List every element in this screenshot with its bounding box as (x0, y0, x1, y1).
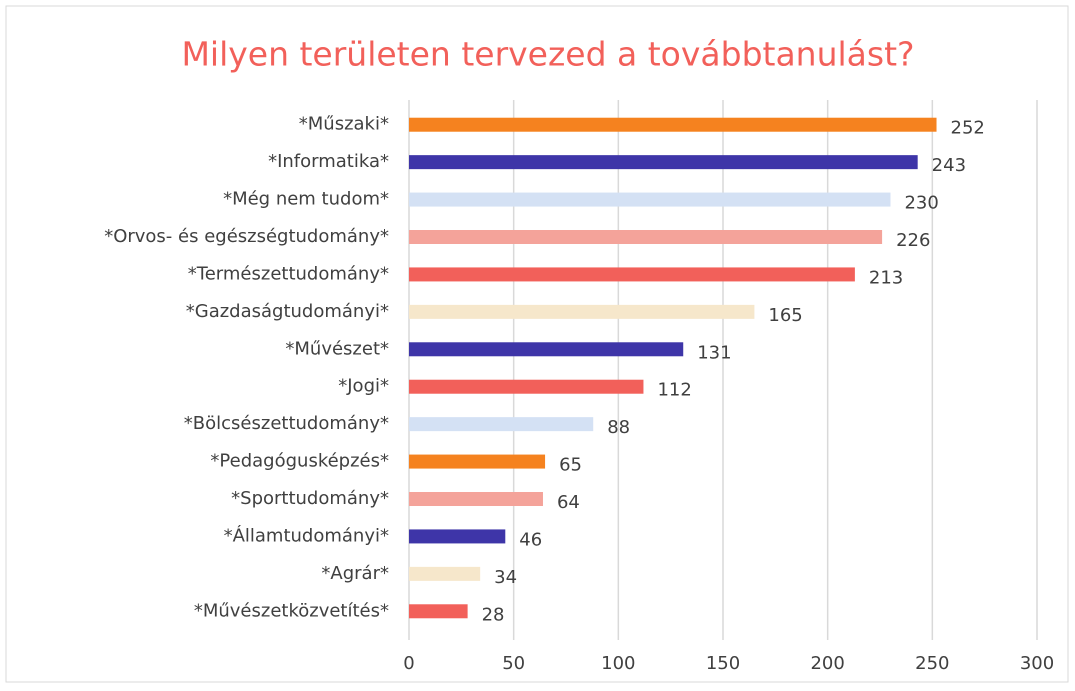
bar (409, 492, 543, 506)
y-tick-label: *Államtudományi* (224, 524, 389, 546)
data-label: 230 (904, 193, 938, 214)
x-tick-label: 200 (810, 653, 844, 674)
x-tick-label: 50 (502, 653, 525, 674)
chart-title: Milyen területen tervezed a továbbtanulá… (181, 35, 914, 74)
bar (409, 230, 883, 244)
y-tick-label: *Művészetközvetítés* (194, 600, 389, 621)
y-tick-label: *Művészet* (285, 338, 389, 359)
data-label: 213 (869, 267, 903, 288)
x-tick-label: 150 (706, 653, 740, 674)
data-label: 88 (607, 417, 630, 438)
y-tick-label: *Informatika* (268, 151, 389, 172)
bar (409, 117, 937, 132)
y-tick-label: *Sporttudomány* (231, 488, 389, 509)
y-tick-label: *Orvos- és egészségtudomány* (104, 226, 389, 247)
x-tick-label: 250 (915, 653, 949, 674)
y-tick-label: *Természettudomány* (188, 263, 389, 284)
bar (409, 529, 506, 544)
bar (409, 342, 684, 357)
bar (409, 192, 891, 207)
y-tick-label: *Jogi* (338, 376, 389, 397)
y-tick-label: *Bölcsészettudomány* (184, 413, 389, 434)
y-tick-label: *Még nem tudom* (223, 189, 389, 210)
data-label: 34 (494, 567, 517, 588)
x-tick-label: 0 (403, 653, 414, 674)
bar (409, 604, 468, 619)
y-tick-label: *Gazdaságtudományi* (186, 301, 389, 322)
data-label: 243 (932, 155, 966, 176)
data-label: 28 (482, 604, 505, 625)
x-tick-label: 300 (1020, 653, 1054, 674)
y-tick-label: *Agrár* (321, 563, 389, 584)
bar (409, 454, 546, 469)
bar (409, 267, 855, 282)
y-tick-label: *Műszaki* (299, 114, 389, 135)
bar (409, 304, 755, 319)
bar (409, 566, 481, 581)
bar (409, 417, 594, 432)
data-label: 64 (557, 492, 580, 513)
data-label: 112 (657, 380, 691, 401)
data-label: 131 (697, 342, 731, 363)
bar (409, 155, 918, 170)
y-tick-label: *Pedagógusképzés* (210, 451, 389, 472)
bar (409, 379, 644, 394)
data-label: 252 (951, 118, 985, 139)
x-tick-label: 100 (601, 653, 635, 674)
data-label: 226 (896, 230, 930, 251)
data-label: 46 (519, 529, 542, 550)
data-label: 65 (559, 455, 582, 476)
data-label: 165 (768, 305, 802, 326)
